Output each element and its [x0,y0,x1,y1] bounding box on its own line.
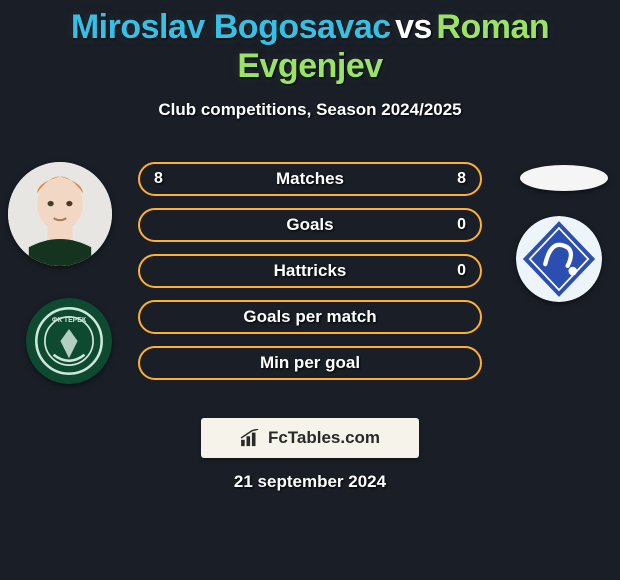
subtitle: Club competitions, Season 2024/2025 [0,100,620,120]
stat-label: Hattricks [176,261,444,281]
date-text: 21 september 2024 [0,472,620,492]
player2-club-badge [516,216,602,302]
svg-text:ФК ТЕРЕК: ФК ТЕРЕК [52,317,87,324]
stats-column: 8 Matches 8 Goals 0 Hattricks 0 Goals pe… [138,162,482,380]
title-row: Miroslav Bogosavac vs Roman Evgenjev [0,0,620,86]
footer-brand-badge: FcTables.com [201,418,419,458]
stat-value-right: 0 [444,216,466,234]
club2-crest-icon [516,216,602,302]
stat-value-left: 8 [154,170,176,188]
player1-photo [8,162,112,266]
stat-bar-matches: 8 Matches 8 [138,162,482,196]
footer-brand-text: FcTables.com [268,428,380,448]
stat-label: Matches [176,169,444,189]
stat-value-right: 8 [444,170,466,188]
stat-bar-goals-per-match: Goals per match [138,300,482,334]
stat-bar-hattricks: Hattricks 0 [138,254,482,288]
stat-label: Min per goal [176,353,444,373]
stat-value-right: 0 [444,262,466,280]
title-vs: vs [395,8,432,46]
stat-label: Goals [176,215,444,235]
stat-bar-min-per-goal: Min per goal [138,346,482,380]
club1-crest-icon: ФК ТЕРЕК [26,298,112,384]
stat-bar-goals: Goals 0 [138,208,482,242]
bar-chart-icon [240,429,262,447]
stat-label: Goals per match [176,307,444,327]
title-player1: Miroslav Bogosavac [71,8,391,46]
content-area: ФК ТЕРЕК 8 Matches 8 Goals 0 Hattricks 0 [0,150,620,400]
player2-photo [520,165,608,191]
player1-face-placeholder-icon [8,162,112,266]
player1-club-badge: ФК ТЕРЕК [26,298,112,384]
